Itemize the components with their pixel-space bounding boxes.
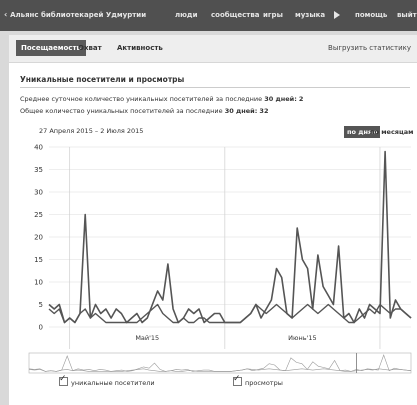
total-stat: Общее количество уникальных посетителей … — [20, 107, 269, 115]
overview-series-line — [28, 354, 412, 372]
average-stat: Среднее суточное количество уникальных п… — [20, 95, 304, 103]
y-tick-label: 25 — [34, 211, 43, 219]
y-tick-label: 15 — [34, 256, 43, 264]
nav-help[interactable]: помощь — [355, 11, 388, 19]
date-range: 27 Апреля 2015 – 2 Июля 2015 — [39, 127, 144, 135]
nav-games[interactable]: игры — [263, 11, 283, 19]
per-month-button[interactable]: по месяцам — [370, 128, 414, 136]
y-tick-label: 30 — [34, 189, 43, 197]
top-navigation-bar: ‹ Альянс библиотекарей Удмуртии люди соо… — [0, 0, 417, 31]
tab-reach[interactable]: Охват — [78, 44, 102, 52]
tab-activity[interactable]: Активность — [117, 44, 163, 52]
play-icon[interactable] — [334, 11, 340, 19]
legend-visitors[interactable]: уникальные посетители — [59, 374, 155, 387]
section-title: Уникальные посетители и просмотры — [20, 75, 185, 84]
y-tick-label: 5 — [39, 301, 43, 309]
nav-communities[interactable]: сообщества — [211, 11, 260, 19]
y-tick-label: 35 — [34, 166, 43, 174]
checkbox-icon[interactable] — [233, 374, 242, 386]
per-day-button[interactable]: по дням — [344, 126, 381, 138]
stats-tabs: Посещаемость Охват Активность Выгрузить … — [9, 35, 417, 63]
nav-people[interactable]: люди — [175, 11, 198, 19]
community-name: Альянс библиотекарей Удмуртии — [10, 11, 147, 19]
tab-attendance[interactable]: Посещаемость — [16, 40, 86, 56]
y-tick-label: 0 — [39, 324, 43, 332]
legend-views[interactable]: просмотры — [233, 374, 283, 387]
nav-music[interactable]: музыка — [295, 11, 326, 19]
nav-exit[interactable]: выйт — [397, 11, 417, 19]
export-stats-link[interactable]: Выгрузить статистику — [328, 44, 411, 52]
series-line-visitors — [48, 303, 412, 324]
title-divider — [20, 87, 410, 88]
statistics-panel: Посещаемость Охват Активность Выгрузить … — [9, 35, 417, 405]
series-line-views — [48, 150, 412, 324]
visits-line-chart: 0 5 10 15 20 25 30 35 40 Май'15 Июнь'15 — [28, 144, 412, 374]
month-label: Июнь'15 — [288, 334, 316, 342]
y-tick-label: 40 — [34, 144, 43, 152]
overview-navigator — [28, 352, 412, 374]
checkbox-icon[interactable] — [59, 374, 68, 386]
y-tick-label: 10 — [34, 279, 43, 287]
back-link[interactable]: ‹ Альянс библиотекарей Удмуртии — [4, 10, 147, 19]
y-tick-label: 20 — [34, 234, 43, 242]
month-label: Май'15 — [135, 334, 159, 342]
